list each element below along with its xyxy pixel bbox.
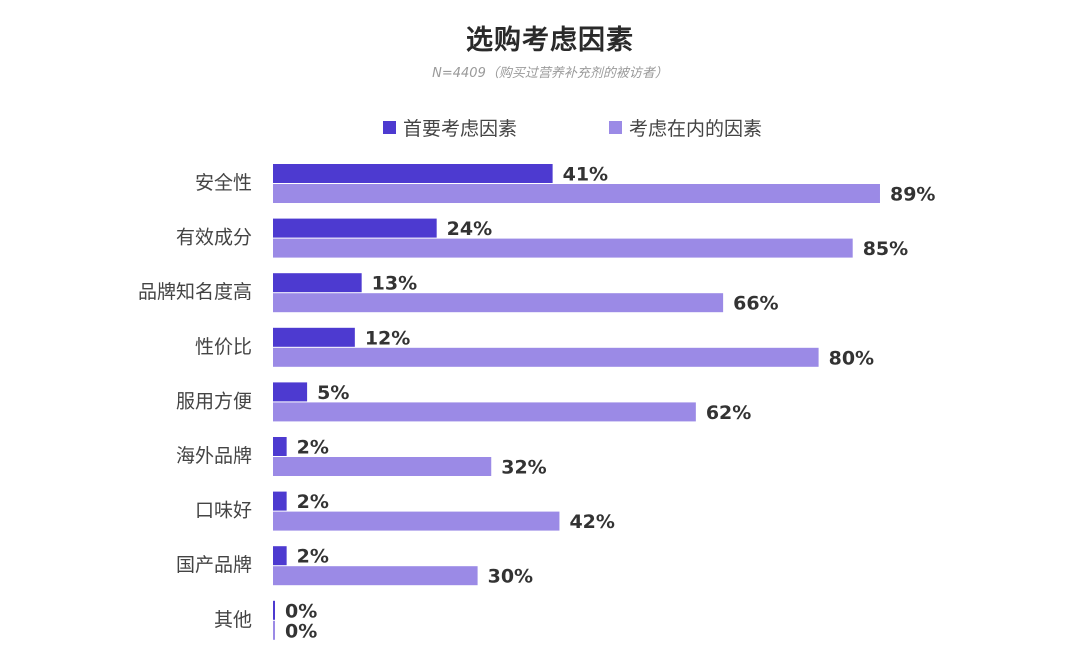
bar-primary	[273, 437, 287, 456]
bar-considered	[273, 293, 724, 313]
bar-primary	[273, 164, 553, 183]
bar-primary	[273, 327, 355, 347]
legend-item-considered: 考虑在内的因素	[609, 114, 762, 141]
category-label: 有效成分	[176, 227, 252, 249]
bar-primary	[273, 382, 308, 402]
category-label: 国产品牌	[176, 554, 252, 576]
value-label-primary: 12%	[365, 327, 410, 349]
value-label-primary: 2%	[297, 491, 329, 513]
chart-title: 选购考虑因素	[466, 25, 634, 56]
bar-considered	[273, 457, 492, 476]
category-label: 海外品牌	[176, 445, 252, 467]
legend-swatch-considered	[609, 121, 623, 134]
bar-considered	[273, 347, 819, 367]
value-label-considered: 32%	[501, 457, 546, 479]
legend-label-primary: 首要考虑因素	[403, 118, 518, 140]
bar-considered	[273, 620, 275, 640]
value-label-considered: 62%	[706, 402, 751, 424]
bar-primary	[273, 600, 275, 620]
category-label: 安全性	[195, 172, 252, 194]
chart-subtitle: N=4409（购买过营养补充剂的被访者）	[432, 66, 668, 81]
category-label: 其他	[214, 609, 252, 631]
legend-item-primary: 首要考虑因素	[383, 114, 517, 141]
bar-considered	[273, 238, 853, 258]
value-label-primary: 2%	[297, 437, 329, 459]
value-label-considered: 89%	[890, 184, 935, 206]
category-label: 品牌知名度高	[138, 281, 252, 303]
value-label-primary: 0%	[285, 600, 317, 622]
value-label-primary: 13%	[372, 273, 417, 295]
value-label-considered: 30%	[488, 566, 533, 588]
bar-primary	[273, 218, 437, 238]
legend-label-considered: 考虑在内的因素	[629, 118, 763, 140]
value-label-considered: 66%	[733, 293, 778, 315]
chart-legend: 首要考虑因素 考虑在内的因素	[383, 114, 854, 141]
bar-considered	[273, 511, 560, 531]
bar-primary	[273, 273, 362, 293]
bar-considered	[273, 402, 696, 422]
bar-primary	[273, 491, 287, 511]
value-label-considered: 85%	[863, 238, 908, 260]
value-label-primary: 2%	[297, 546, 329, 568]
bar-considered	[273, 184, 880, 203]
value-label-primary: 41%	[563, 164, 608, 186]
value-label-considered: 0%	[285, 620, 317, 642]
category-label: 服用方便	[176, 390, 252, 412]
bar-considered	[273, 566, 478, 586]
value-label-considered: 80%	[829, 347, 874, 369]
legend-swatch-primary	[383, 121, 396, 134]
value-label-primary: 5%	[317, 382, 349, 404]
category-label: 性价比	[195, 336, 252, 358]
bar-primary	[273, 546, 287, 566]
value-label-primary: 24%	[447, 218, 492, 240]
value-label-considered: 42%	[569, 511, 614, 533]
category-label: 口味好	[195, 500, 252, 522]
